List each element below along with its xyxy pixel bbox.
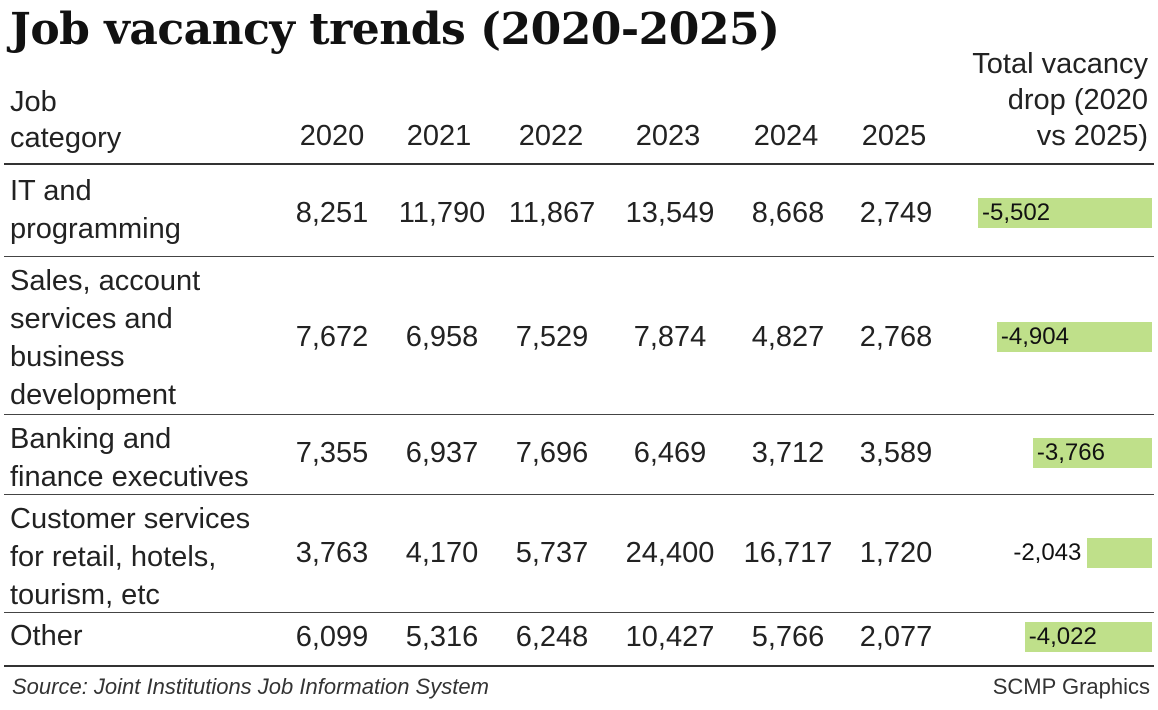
row-category: Banking and finance executives xyxy=(10,420,249,496)
table-cell-2025: 2,077 xyxy=(859,621,933,653)
row-category: IT and programming xyxy=(10,172,181,248)
category-line: tourism, etc xyxy=(10,579,160,611)
table-cell-2024: 8,668 xyxy=(751,197,825,229)
table-cell-2024: 4,827 xyxy=(751,321,825,353)
table-cell-2020: 7,355 xyxy=(295,437,369,469)
header-drop-line: vs 2025) xyxy=(1036,120,1148,152)
table-cell-2025: 2,749 xyxy=(859,197,933,229)
table-cell-2021: 11,790 xyxy=(398,197,486,229)
drop-bar xyxy=(978,198,1152,228)
header-year-2023: 2023 xyxy=(635,120,701,152)
drop-value-label: -4,022 xyxy=(1028,623,1097,650)
row-divider xyxy=(4,256,1154,257)
row-category: Sales, account services and business develo… xyxy=(10,262,200,414)
table-cell-2022: 6,248 xyxy=(515,621,589,653)
category-line: Customer services xyxy=(10,503,251,535)
header-rule xyxy=(4,163,1154,165)
row-category: Other xyxy=(10,617,83,655)
drop-value-label: -4,904 xyxy=(1000,323,1069,350)
table-cell-2023: 6,469 xyxy=(633,437,707,469)
table-cell-2023: 7,874 xyxy=(633,321,707,353)
category-line: Banking and xyxy=(10,423,172,455)
drop-bar xyxy=(1087,538,1152,568)
table-cell-2021: 5,316 xyxy=(405,621,479,653)
header-drop-line: drop (2020 xyxy=(1007,84,1148,116)
table-cell-2022: 11,867 xyxy=(508,197,596,229)
table-cell-2025: 2,768 xyxy=(859,321,933,353)
table-cell-2021: 6,958 xyxy=(405,321,479,353)
category-line: Other xyxy=(10,620,83,652)
drop-value-label: -3,766 xyxy=(1036,439,1105,466)
table-cell-2023: 13,549 xyxy=(625,197,715,229)
header-year-2025: 2025 xyxy=(861,120,927,152)
table-cell-2024: 5,766 xyxy=(751,621,825,653)
header-year-2020: 2020 xyxy=(299,120,365,152)
table-cell-2024: 16,717 xyxy=(743,537,833,569)
source-note: Source: Joint Institutions Job Informati… xyxy=(12,674,489,699)
drop-value-label: -5,502 xyxy=(982,199,1051,226)
header-year-2024: 2024 xyxy=(753,120,819,152)
category-line: Sales, account xyxy=(10,265,201,297)
table-cell-2020: 8,251 xyxy=(295,197,369,229)
drop-bar xyxy=(1032,438,1152,468)
table-cell-2021: 6,937 xyxy=(405,437,479,469)
table-cell-2020: 3,763 xyxy=(295,537,369,569)
drop-bar xyxy=(996,322,1152,352)
row-divider xyxy=(4,414,1154,415)
table-cell-2023: 10,427 xyxy=(625,621,715,653)
table-cell-2022: 7,696 xyxy=(515,437,589,469)
category-line: business xyxy=(10,341,125,373)
header-drop-line: Total vacancy xyxy=(972,48,1148,80)
table-cell-2024: 3,712 xyxy=(751,437,825,469)
row-category: Customer services for retail, hotels, tour… xyxy=(10,500,250,614)
drop-bar xyxy=(1024,622,1152,652)
row-divider xyxy=(4,494,1154,495)
table-cell-2022: 5,737 xyxy=(515,537,589,569)
category-line: for retail, hotels, xyxy=(10,541,217,573)
table-cell-2020: 6,099 xyxy=(295,621,369,653)
category-line: services and xyxy=(10,303,173,335)
header-job-category: Job category xyxy=(10,84,121,156)
header-year-2021: 2021 xyxy=(406,120,472,152)
header-year-2022: 2022 xyxy=(518,120,584,152)
header-job-line: Job xyxy=(10,86,57,118)
drop-value-label: -2,043 xyxy=(1013,539,1082,566)
table-cell-2022: 7,529 xyxy=(515,321,589,353)
header-total-drop: Total vacancy drop (2020 vs 2025) xyxy=(888,46,1148,154)
category-line: development xyxy=(10,379,177,411)
table-cell-2025: 3,589 xyxy=(859,437,933,469)
table-cell-2020: 7,672 xyxy=(295,321,369,353)
category-line: finance executives xyxy=(10,461,249,493)
category-line: programming xyxy=(10,213,181,245)
chart-title: Job vacancy trends (2020-2025) xyxy=(10,4,780,55)
table-cell-2023: 24,400 xyxy=(625,537,715,569)
table-cell-2021: 4,170 xyxy=(405,537,479,569)
credit: SCMP Graphics xyxy=(992,674,1150,699)
table-cell-2025: 1,720 xyxy=(859,537,933,569)
category-line: IT and xyxy=(10,175,92,207)
header-job-line: category xyxy=(10,122,122,154)
row-divider xyxy=(4,612,1154,613)
footer-rule xyxy=(4,665,1154,667)
